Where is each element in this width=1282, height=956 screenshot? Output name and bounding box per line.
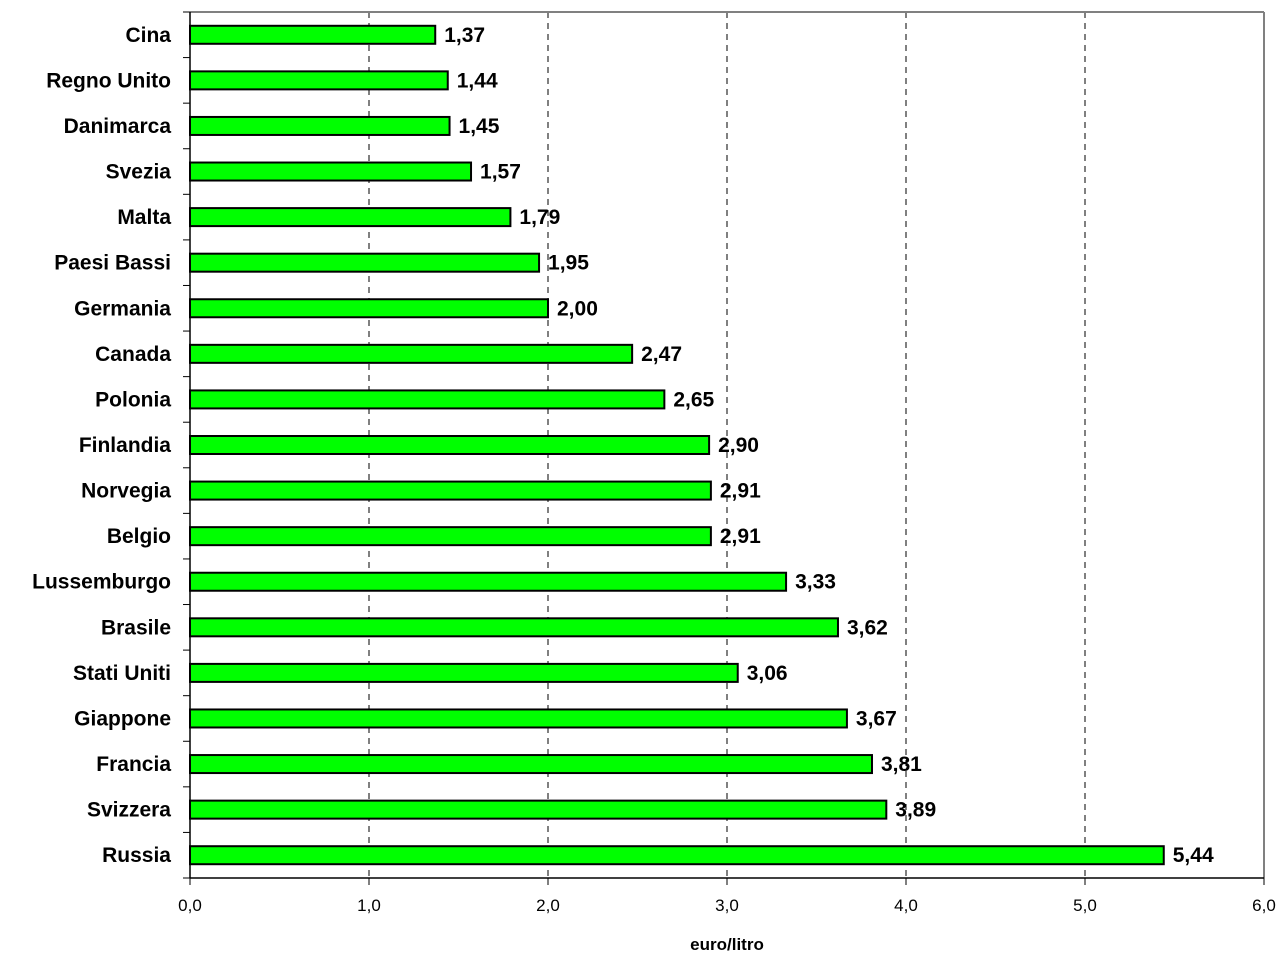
value-label: 3,33 bbox=[795, 571, 836, 594]
x-tick-label: 3,0 bbox=[715, 896, 739, 915]
x-axis-title: euro/litro bbox=[690, 935, 764, 954]
bar bbox=[189, 480, 712, 501]
category-label: Belgio bbox=[107, 525, 171, 548]
value-label: 3,89 bbox=[895, 799, 936, 822]
value-label: 1,45 bbox=[459, 115, 500, 138]
value-label: 3,06 bbox=[747, 662, 788, 685]
category-label: Russia bbox=[102, 844, 171, 867]
bar bbox=[189, 662, 739, 683]
category-label: Polonia bbox=[95, 388, 171, 411]
value-label: 5,44 bbox=[1173, 844, 1214, 867]
plot-frame bbox=[190, 11, 1265, 878]
category-label: Malta bbox=[117, 206, 171, 229]
value-label: 1,44 bbox=[457, 69, 498, 92]
category-label: Norvegia bbox=[81, 480, 171, 503]
category-label: Danimarca bbox=[64, 115, 172, 138]
category-label: Svezia bbox=[106, 161, 172, 184]
category-label: Paesi Bassi bbox=[54, 252, 171, 275]
value-label: 1,37 bbox=[444, 24, 485, 47]
axis-layer: 0,0 1,0 2,0 3,0 4,0 5,0 6,0 bbox=[178, 11, 1276, 915]
category-label: Regno Unito bbox=[46, 69, 171, 92]
bar bbox=[189, 70, 449, 91]
category-label: Giappone bbox=[74, 707, 171, 730]
bar bbox=[189, 161, 473, 182]
bar bbox=[189, 343, 634, 364]
bar bbox=[189, 24, 437, 45]
value-label: 1,95 bbox=[548, 252, 589, 275]
x-tick-label: 5,0 bbox=[1073, 896, 1097, 915]
bar bbox=[189, 617, 839, 638]
category-label: Germania bbox=[74, 297, 171, 320]
bar bbox=[189, 526, 712, 547]
value-label: 1,57 bbox=[480, 161, 521, 184]
value-label: 2,91 bbox=[720, 525, 761, 548]
category-label: Stati Uniti bbox=[73, 662, 171, 685]
bar bbox=[189, 115, 451, 136]
value-label: 3,62 bbox=[847, 616, 888, 639]
value-label: 2,90 bbox=[718, 434, 759, 457]
bar bbox=[189, 207, 512, 228]
value-label: 3,81 bbox=[881, 753, 922, 776]
bars-layer bbox=[189, 24, 1165, 866]
bar bbox=[189, 252, 541, 273]
value-label: 2,91 bbox=[720, 480, 761, 503]
value-label: 2,65 bbox=[673, 388, 714, 411]
bar bbox=[189, 298, 549, 319]
x-tick-label: 2,0 bbox=[536, 896, 560, 915]
category-label: Lussemburgo bbox=[32, 571, 171, 594]
category-label: Finlandia bbox=[79, 434, 171, 457]
category-label: Brasile bbox=[101, 616, 171, 639]
x-tick-label: 4,0 bbox=[894, 896, 918, 915]
x-tick-label: 1,0 bbox=[357, 896, 381, 915]
value-label: 2,47 bbox=[641, 343, 682, 366]
bar bbox=[189, 845, 1165, 866]
value-label: 3,67 bbox=[856, 707, 897, 730]
category-label: Canada bbox=[95, 343, 171, 366]
bar bbox=[189, 754, 873, 775]
bar bbox=[189, 799, 888, 820]
x-tick-label: 0,0 bbox=[178, 896, 202, 915]
labels-layer: 1,37 Cina 1,44 Regno Unito 1,45 Danimarca 1,57… bbox=[32, 24, 1214, 867]
category-label: Cina bbox=[125, 24, 171, 47]
value-label: 2,00 bbox=[557, 297, 598, 320]
x-tick-label: 6,0 bbox=[1252, 896, 1276, 915]
bar bbox=[189, 389, 666, 410]
bar bbox=[189, 571, 788, 592]
category-label: Francia bbox=[96, 753, 171, 776]
bar bbox=[189, 435, 711, 455]
bar bbox=[189, 708, 848, 729]
category-label: Svizzera bbox=[87, 799, 171, 822]
value-label: 1,79 bbox=[519, 206, 560, 229]
